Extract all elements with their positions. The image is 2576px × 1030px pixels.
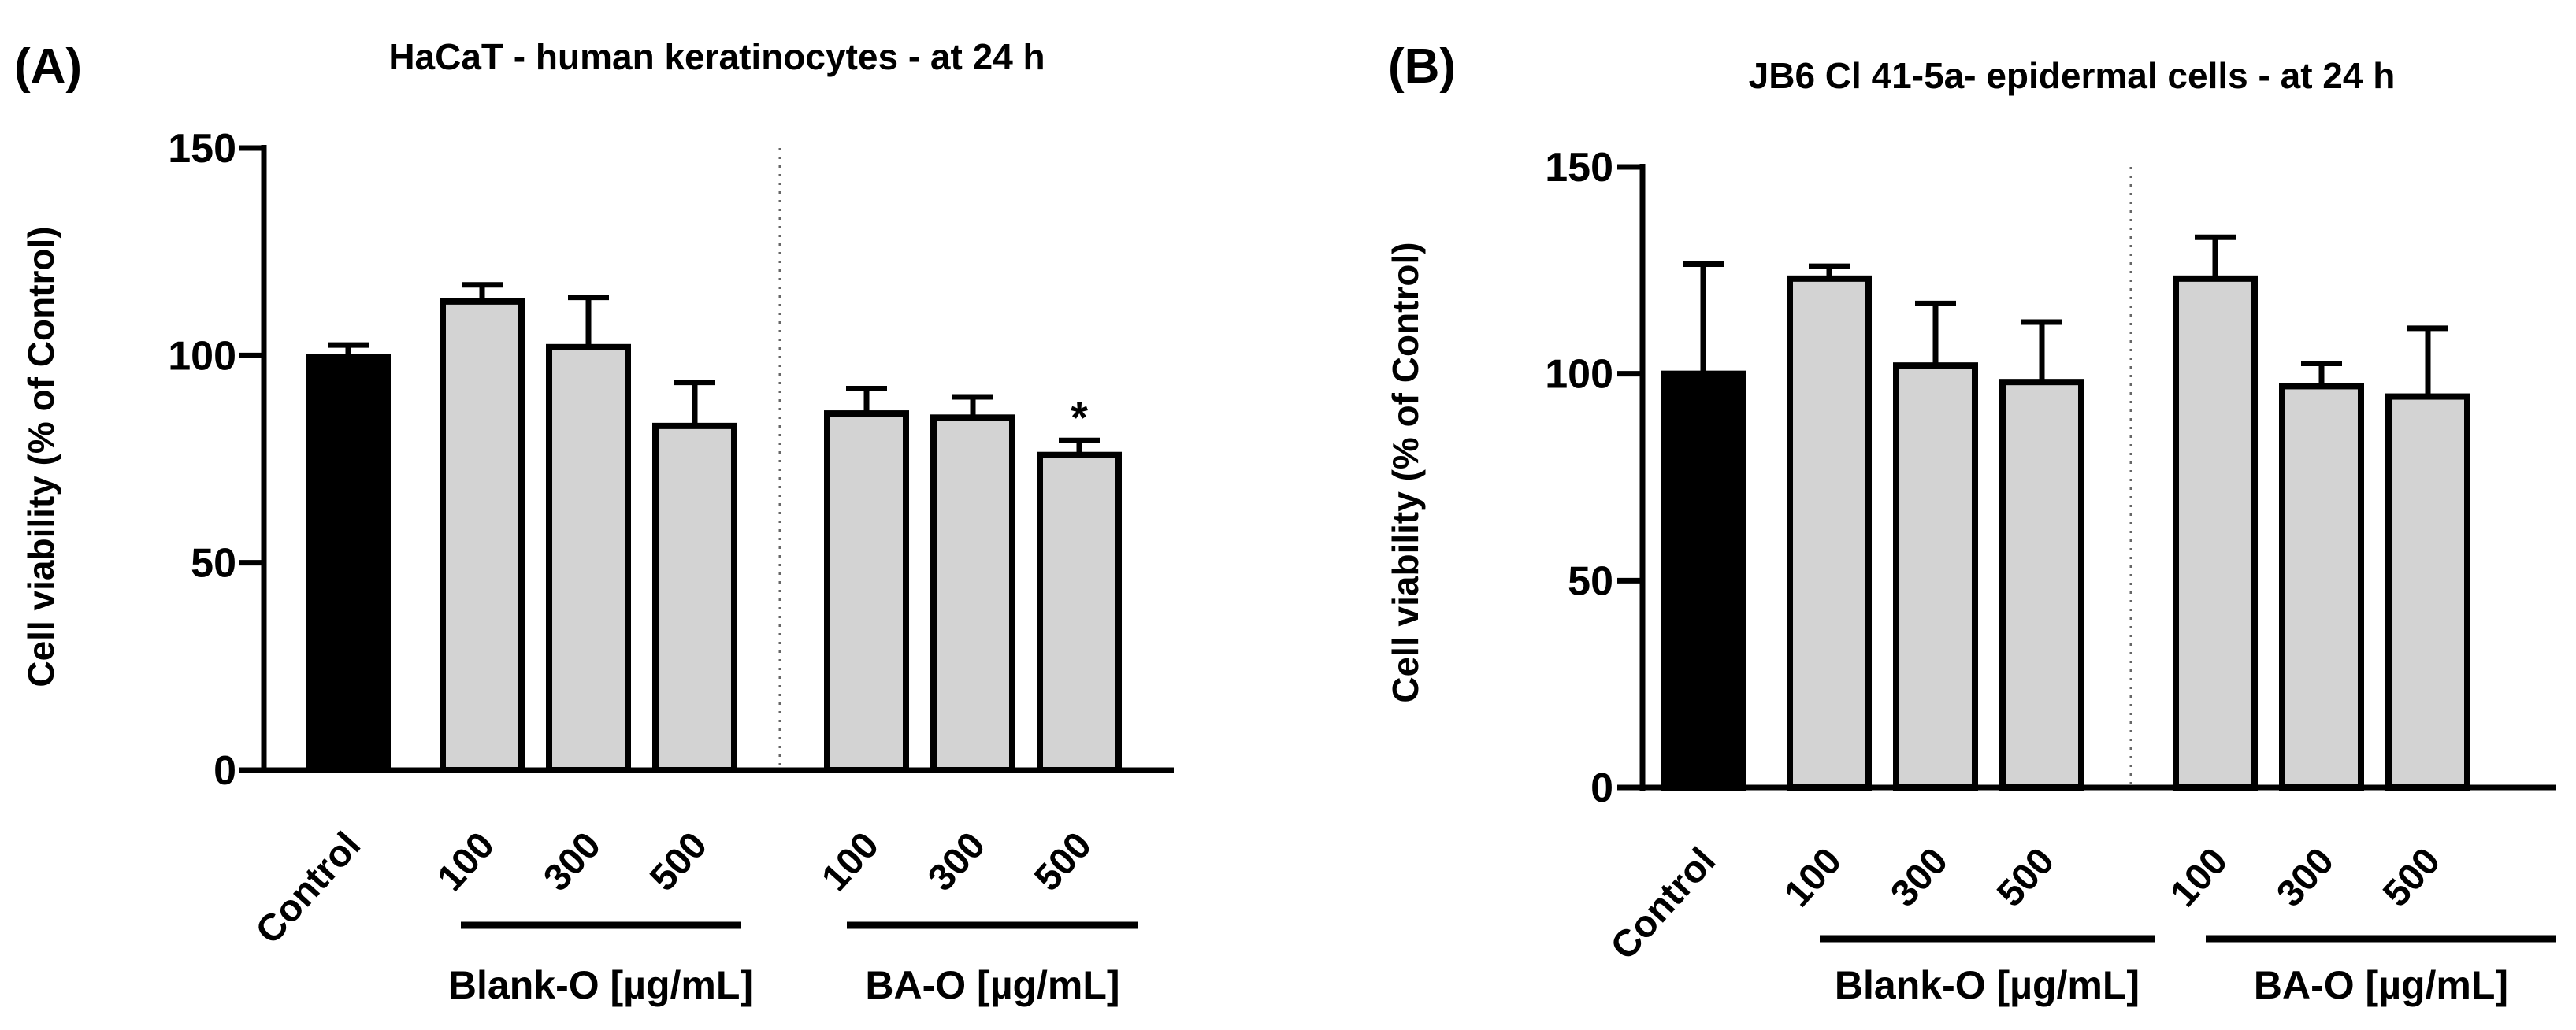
chart-title: JB6 Cl 41-5a- epidermal cells - at 24 h [1749, 55, 2396, 96]
x-tick-label: 100 [429, 824, 503, 899]
x-tick-label: 300 [920, 824, 993, 899]
panel-label: (A) [14, 39, 82, 94]
bar [824, 410, 909, 773]
bar [2173, 275, 2258, 791]
bar [546, 343, 631, 773]
x-tick-label: Control [1603, 840, 1724, 968]
y-tick-label: 100 [1545, 352, 1613, 398]
group-label: BA-O [µg/mL] [865, 963, 1119, 1007]
bar [1787, 275, 1872, 791]
y-tick-label: 100 [168, 333, 236, 379]
bar [440, 298, 525, 774]
y-tick-label: 0 [213, 748, 236, 794]
x-tick-label: 100 [814, 824, 887, 899]
x-tick-label: 300 [1883, 840, 1956, 915]
x-tick-label: 500 [1026, 824, 1100, 899]
x-tick-label: 500 [642, 824, 715, 899]
y-tick-label: 50 [1568, 558, 1613, 604]
x-tick-label: Control [248, 824, 369, 952]
x-tick-label: 300 [2269, 840, 2342, 915]
significance-marker: * [1071, 392, 1088, 442]
y-axis-label: Cell viability (% of Control) [20, 226, 61, 687]
bar [1661, 370, 1746, 791]
y-axis-label: Cell viability (% of Control) [1385, 242, 1426, 702]
bar [306, 354, 391, 773]
bar [1893, 362, 1978, 791]
y-tick-label: 150 [168, 126, 236, 172]
x-tick-label: 100 [2162, 840, 2236, 915]
panel-label: (B) [1388, 39, 1456, 94]
chart-panel-a: (A) HaCaT - human keratinocytes - at 24 h… [14, 36, 1174, 1007]
bar [1037, 451, 1122, 773]
bar [2385, 393, 2470, 791]
x-tick-label: 500 [1989, 840, 2062, 915]
y-tick-label: 50 [191, 541, 236, 587]
bar [2279, 383, 2364, 791]
chart-title: HaCaT - human keratinocytes - at 24 h [388, 36, 1045, 77]
y-tick-label: 150 [1545, 145, 1613, 191]
x-tick-label: 500 [2375, 840, 2448, 915]
x-tick-label: 300 [536, 824, 609, 899]
bar [652, 422, 737, 773]
group-label: BA-O [µg/mL] [2254, 963, 2508, 1007]
y-tick-label: 0 [1591, 765, 1613, 811]
x-tick-label: 100 [1776, 840, 1850, 915]
group-label: Blank-O [µg/mL] [1835, 963, 2140, 1007]
group-label: Blank-O [µg/mL] [448, 963, 753, 1007]
bar [930, 414, 1015, 773]
chart-panel-b: (B) JB6 Cl 41-5a- epidermal cells - at 24… [1385, 39, 2556, 1007]
bar [1999, 379, 2084, 791]
